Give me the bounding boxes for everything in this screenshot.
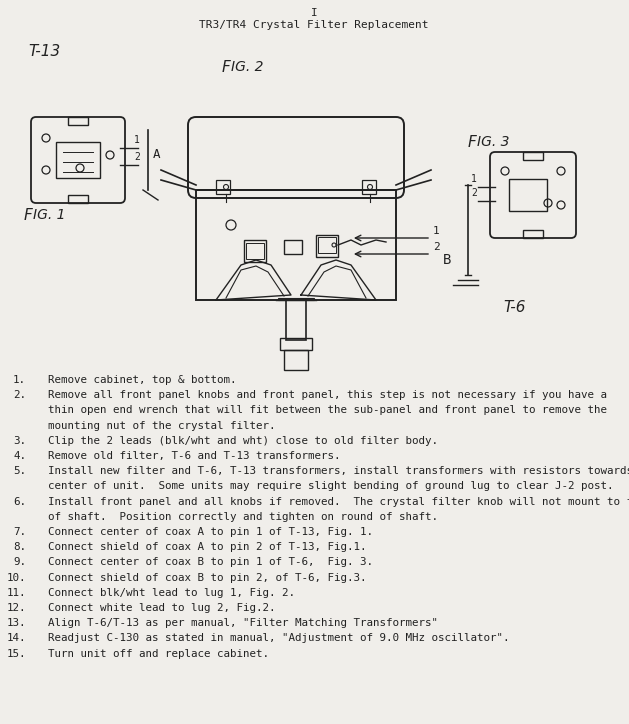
- Text: A: A: [153, 148, 160, 161]
- Text: 1: 1: [433, 226, 440, 236]
- Bar: [523, 230, 543, 238]
- Text: 9.: 9.: [13, 557, 26, 568]
- Bar: [318, 237, 336, 253]
- Text: T-13: T-13: [28, 44, 60, 59]
- Text: 8.: 8.: [13, 542, 26, 552]
- Text: Install front panel and all knobs if removed.  The crystal filter knob will not : Install front panel and all knobs if rem…: [48, 497, 629, 507]
- Text: Remove all front panel knobs and front panel, this step is not necessary if you : Remove all front panel knobs and front p…: [48, 390, 607, 400]
- Text: IG. 3: IG. 3: [477, 135, 509, 149]
- Text: 13.: 13.: [6, 618, 26, 628]
- Text: of shaft.  Position correctly and tighten on round of shaft.: of shaft. Position correctly and tighten…: [48, 512, 438, 522]
- Text: center of unit.  Some units may require slight bending of ground lug to clear J-: center of unit. Some units may require s…: [48, 481, 613, 492]
- Text: TR3/TR4 Crystal Filter Replacement: TR3/TR4 Crystal Filter Replacement: [199, 20, 429, 30]
- Text: 2: 2: [134, 152, 140, 162]
- Text: 11.: 11.: [6, 588, 26, 598]
- Text: B: B: [443, 253, 452, 267]
- Text: 2: 2: [471, 188, 477, 198]
- Text: 6.: 6.: [13, 497, 26, 507]
- Text: Connect shield of coax B to pin 2, of T-6, Fig.3.: Connect shield of coax B to pin 2, of T-…: [48, 573, 367, 583]
- Bar: [316, 235, 338, 257]
- Text: 1: 1: [471, 174, 477, 184]
- Text: 7.: 7.: [13, 527, 26, 537]
- Text: F: F: [468, 135, 477, 150]
- Bar: [56, 142, 100, 178]
- Text: Align T-6/T-13 as per manual, "Filter Matching Transformers": Align T-6/T-13 as per manual, "Filter Ma…: [48, 618, 438, 628]
- Text: F: F: [222, 60, 231, 75]
- Text: 2.: 2.: [13, 390, 26, 400]
- Text: Clip the 2 leads (blk/wht and wht) close to old filter body.: Clip the 2 leads (blk/wht and wht) close…: [48, 436, 438, 446]
- Text: Connect blk/wht lead to lug 1, Fig. 2.: Connect blk/wht lead to lug 1, Fig. 2.: [48, 588, 295, 598]
- Text: Remove old filter, T-6 and T-13 transformers.: Remove old filter, T-6 and T-13 transfor…: [48, 451, 340, 461]
- Bar: [278, 298, 314, 300]
- Bar: [68, 195, 88, 203]
- Text: T-6: T-6: [503, 300, 525, 315]
- Bar: [523, 152, 543, 160]
- Text: Readjust C-130 as stated in manual, "Adjustment of 9.0 MHz oscillator".: Readjust C-130 as stated in manual, "Adj…: [48, 634, 509, 644]
- Text: 3.: 3.: [13, 436, 26, 446]
- Text: Connect shield of coax A to pin 2 of T-13, Fig.1.: Connect shield of coax A to pin 2 of T-1…: [48, 542, 367, 552]
- Bar: [509, 179, 547, 211]
- Bar: [286, 300, 306, 340]
- Text: IG. 1: IG. 1: [33, 208, 65, 222]
- Text: Connect center of coax B to pin 1 of T-6,  Fig. 3.: Connect center of coax B to pin 1 of T-6…: [48, 557, 373, 568]
- Text: thin open end wrench that will fit between the sub-panel and front panel to remo: thin open end wrench that will fit betwe…: [48, 405, 607, 416]
- Text: F: F: [24, 208, 33, 223]
- Text: Turn unit off and replace cabinet.: Turn unit off and replace cabinet.: [48, 649, 269, 659]
- Bar: [68, 117, 88, 125]
- Text: 15.: 15.: [6, 649, 26, 659]
- Bar: [196, 190, 396, 300]
- Text: 5.: 5.: [13, 466, 26, 476]
- Text: 2: 2: [433, 242, 440, 252]
- Bar: [284, 350, 308, 370]
- Text: 12.: 12.: [6, 603, 26, 613]
- Text: mounting nut of the crystal filter.: mounting nut of the crystal filter.: [48, 421, 276, 431]
- Text: 1: 1: [134, 135, 140, 145]
- Text: 14.: 14.: [6, 634, 26, 644]
- Bar: [244, 240, 266, 262]
- Bar: [284, 240, 302, 254]
- Bar: [362, 180, 376, 194]
- Text: Install new filter and T-6, T-13 transformers, install transformers with resisto: Install new filter and T-6, T-13 transfo…: [48, 466, 629, 476]
- Text: 10.: 10.: [6, 573, 26, 583]
- Text: IG. 2: IG. 2: [231, 60, 264, 74]
- Text: I: I: [311, 8, 318, 18]
- Text: 1.: 1.: [13, 375, 26, 385]
- Bar: [246, 243, 264, 259]
- Text: Connect center of coax A to pin 1 of T-13, Fig. 1.: Connect center of coax A to pin 1 of T-1…: [48, 527, 373, 537]
- Text: 4.: 4.: [13, 451, 26, 461]
- Text: Remove cabinet, top & bottom.: Remove cabinet, top & bottom.: [48, 375, 237, 385]
- Bar: [280, 338, 312, 350]
- Text: Connect white lead to lug 2, Fig.2.: Connect white lead to lug 2, Fig.2.: [48, 603, 276, 613]
- Bar: [216, 180, 230, 194]
